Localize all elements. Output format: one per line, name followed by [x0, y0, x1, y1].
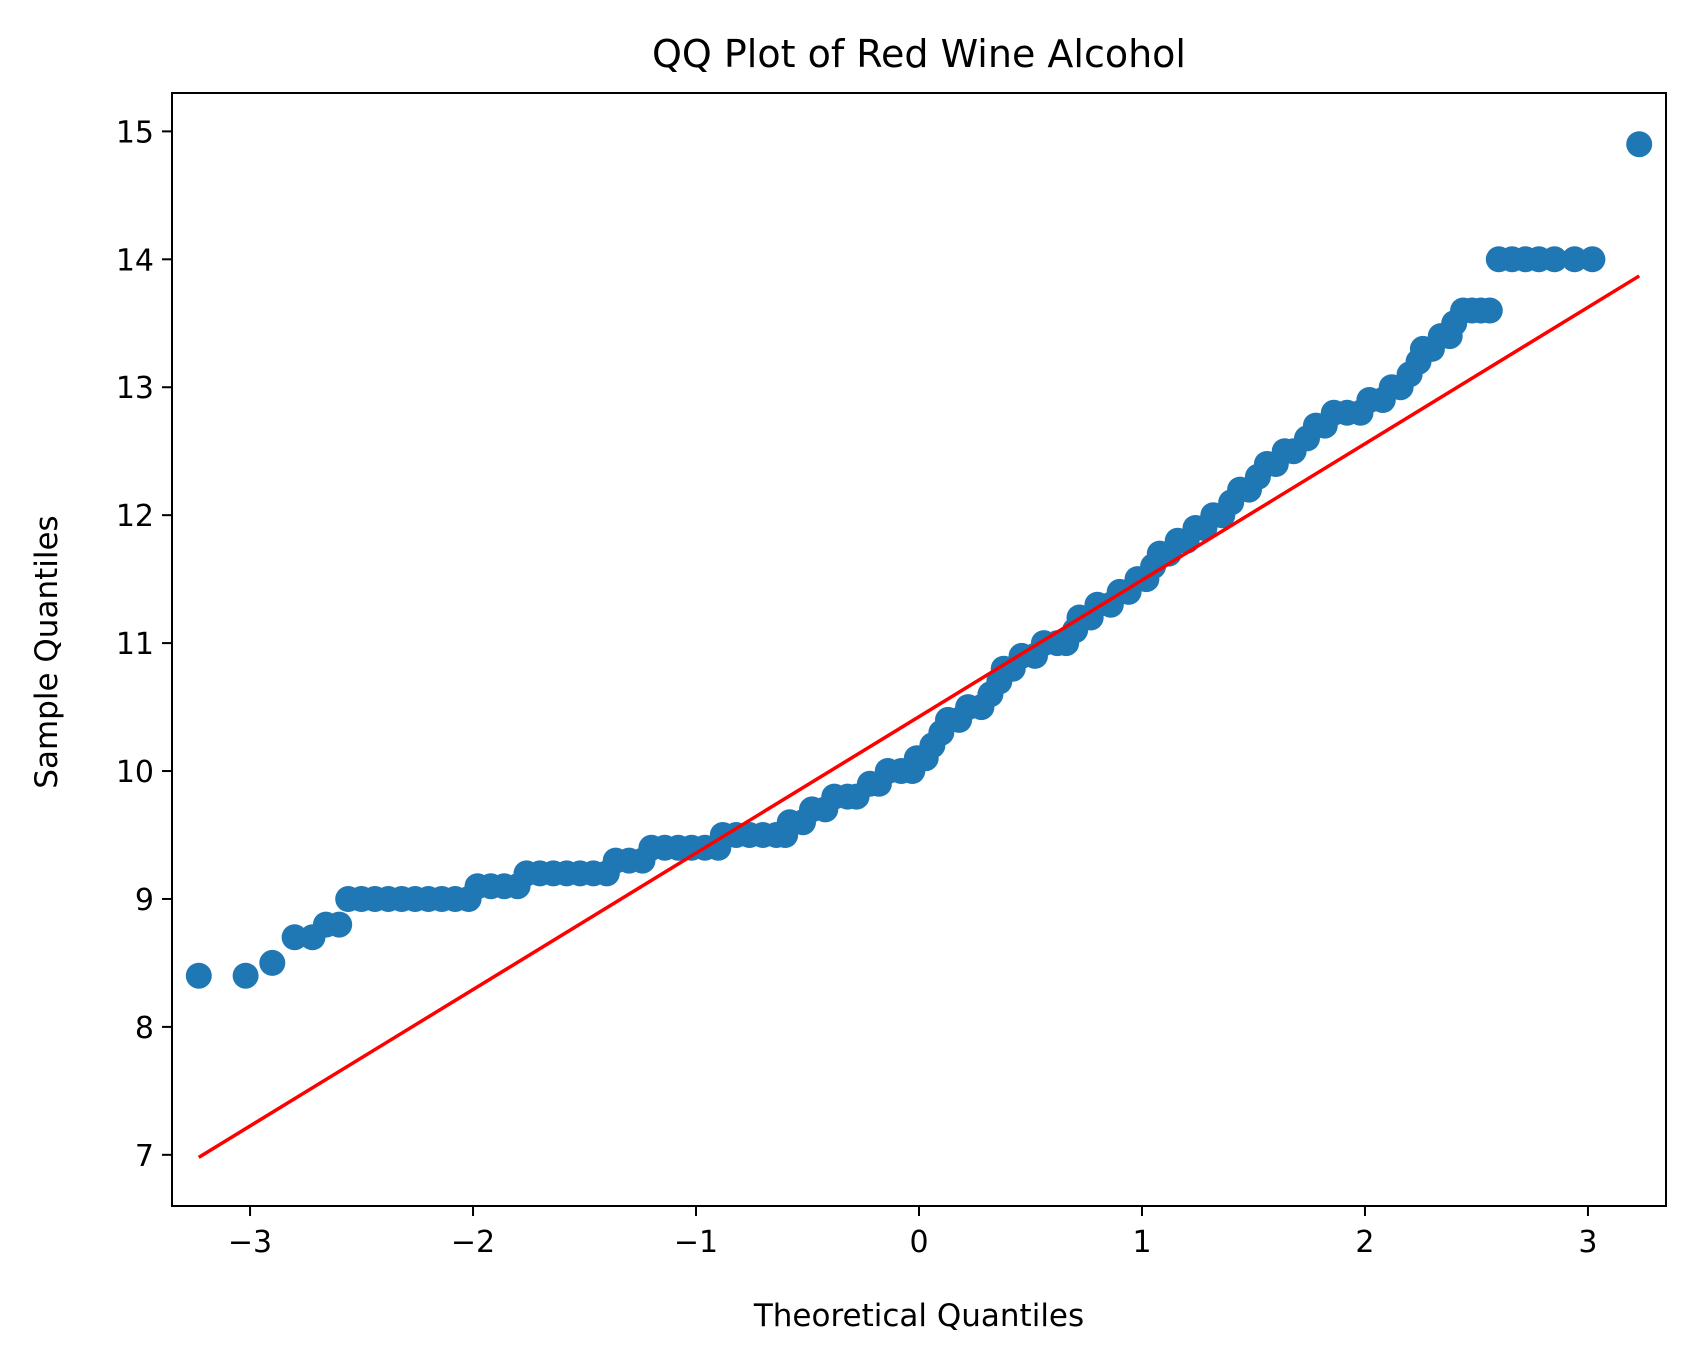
data-point [259, 949, 286, 976]
x-axis-ticks: −3 −2 −1 0 1 2 3 [228, 1206, 1598, 1260]
x-tick-label: 1 [1132, 1225, 1151, 1260]
x-tick-label: −2 [451, 1225, 495, 1260]
y-tick-label: 8 [135, 1011, 154, 1046]
data-point [232, 962, 259, 989]
x-axis-label: Theoretical Quantiles [753, 1298, 1084, 1334]
data-point [1476, 297, 1503, 324]
x-tick-label: 2 [1355, 1225, 1374, 1260]
y-tick-label: 7 [135, 1139, 154, 1174]
y-tick-label: 13 [116, 371, 154, 406]
data-point [1541, 246, 1568, 273]
x-tick-label: 0 [909, 1225, 928, 1260]
data-point [1579, 246, 1606, 273]
chart-title: QQ Plot of Red Wine Alcohol [652, 32, 1186, 76]
data-point [326, 911, 353, 938]
data-points [185, 131, 1653, 989]
y-axis-label: Sample Quantiles [29, 515, 65, 788]
x-tick-label: 3 [1578, 1225, 1597, 1260]
y-tick-label: 15 [116, 115, 154, 150]
y-tick-label: 9 [135, 883, 154, 918]
data-point [281, 924, 308, 951]
y-tick-label: 14 [116, 243, 154, 278]
y-tick-label: 11 [116, 627, 154, 662]
data-point [1561, 246, 1588, 273]
data-point [185, 962, 212, 989]
reference-line [197, 274, 1641, 1159]
x-tick-label: −1 [674, 1225, 718, 1260]
y-tick-label: 10 [116, 755, 154, 790]
y-axis-ticks: 7 8 9 10 11 12 13 14 15 [116, 115, 172, 1174]
data-point [1626, 131, 1653, 158]
reference-line-layer [197, 274, 1641, 1159]
x-tick-label: −3 [228, 1225, 272, 1260]
y-tick-label: 12 [116, 499, 154, 534]
